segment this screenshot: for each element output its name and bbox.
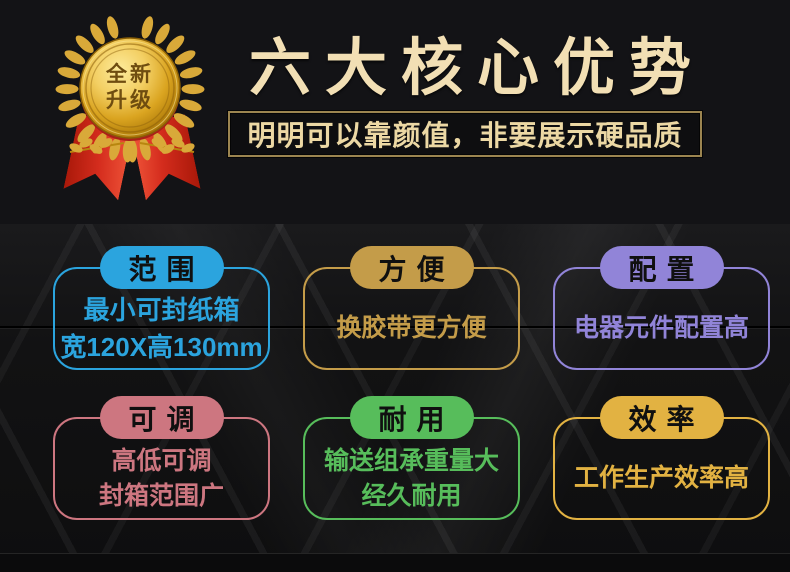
subtitle-text: 明明可以靠颜值，非要展示硬品质 (247, 120, 683, 151)
feature-text: 输送组承重量大 经久耐用 (309, 441, 514, 516)
feature-tag: 范围 (99, 246, 224, 289)
background-seam-line (0, 326, 790, 328)
feature-tag: 效率 (599, 396, 724, 439)
feature-text: 最小可封纸箱 宽120X高130mm (59, 291, 264, 366)
feature-line: 输送组承重量大 (323, 446, 499, 475)
feature-tag: 配置 (599, 246, 724, 289)
feature-tag: 可调 (99, 396, 224, 439)
feature-tag: 方便 (349, 246, 474, 289)
feature-text: 高低可调 封箱范围广 (59, 441, 264, 516)
feature-line: 最小可封纸箱 (83, 295, 240, 326)
feature-card-durability: 耐用 输送组承重量大 经久耐用 (303, 396, 520, 520)
feature-card-adjustable: 可调 高低可调 封箱范围广 (53, 396, 270, 520)
feature-text: 换胶带更方便 (309, 291, 514, 366)
page-title: 六大核心优势 (248, 34, 705, 103)
feature-card-convenience: 方便 换胶带更方便 (303, 246, 520, 370)
feature-text: 工作生产效率高 (559, 441, 764, 516)
feature-line: 电器元件配置高 (573, 314, 749, 342)
feature-text: 电器元件配置高 (559, 291, 764, 366)
medal-badge-text: 全新 升级 (80, 50, 180, 126)
feature-card-efficiency: 效率 工作生产效率高 (553, 396, 770, 520)
subtitle-banner: 明明可以靠颜值，非要展示硬品质 (228, 111, 702, 157)
award-medal: 全新 升级 (50, 10, 214, 206)
background-bottom-strip (0, 553, 790, 572)
feature-line: 工作生产效率高 (573, 464, 749, 492)
feature-line: 经久耐用 (361, 481, 462, 510)
medal-badge-line1: 全新 (106, 62, 154, 86)
laurel-wreath-icon (55, 15, 205, 163)
feature-tag: 耐用 (349, 396, 474, 439)
medal-badge-line2: 升级 (106, 89, 154, 112)
feature-line: 封箱范围广 (98, 481, 224, 510)
feature-card-range: 范围 最小可封纸箱 宽120X高130mm (53, 246, 270, 370)
feature-line: 换胶带更方便 (336, 314, 487, 342)
feature-line: 宽120X高130mm (60, 331, 263, 362)
feature-card-configuration: 配置 电器元件配置高 (553, 246, 770, 370)
feature-line: 高低可调 (111, 446, 212, 475)
